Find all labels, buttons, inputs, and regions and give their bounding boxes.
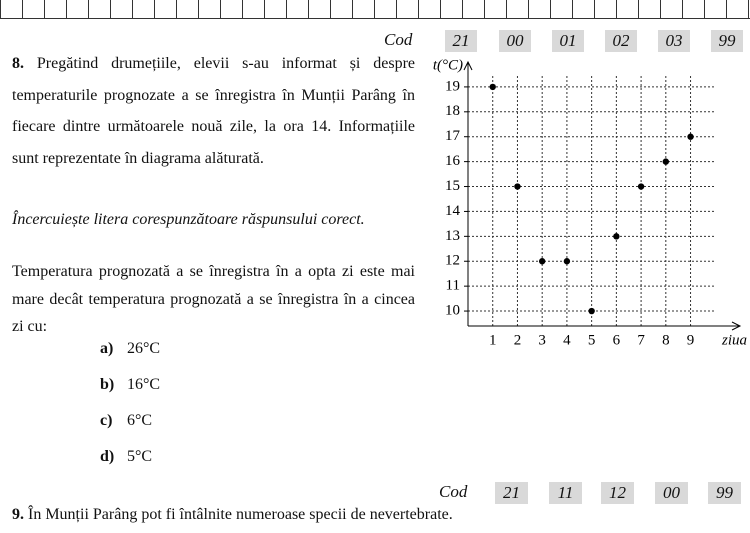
option-text: 6°C bbox=[127, 412, 153, 429]
code-box: 00 bbox=[499, 30, 531, 52]
code-box: 03 bbox=[658, 30, 690, 52]
y-tick-label: 14 bbox=[445, 203, 461, 219]
data-point bbox=[588, 307, 595, 315]
code-box: 99 bbox=[708, 482, 741, 504]
text: Pregătind drumețiile, elevii s-au inform… bbox=[12, 55, 416, 167]
code-label: Cod bbox=[384, 30, 413, 49]
data-point bbox=[563, 258, 571, 265]
answer-strip bbox=[0, 0, 750, 19]
code-box: 11 bbox=[549, 482, 582, 504]
y-tick-label: 17 bbox=[445, 128, 461, 144]
code-box: 99 bbox=[711, 30, 743, 52]
x-tick-label: 2 bbox=[514, 332, 522, 348]
data-point bbox=[687, 133, 694, 140]
x-tick-label: 8 bbox=[662, 332, 670, 348]
x-tick-label: 6 bbox=[613, 332, 621, 348]
data-point bbox=[514, 183, 521, 190]
option: d) 5°C bbox=[100, 448, 152, 466]
code-box: 01 bbox=[552, 30, 584, 52]
option-letter: d) bbox=[100, 448, 115, 465]
data-point bbox=[538, 258, 546, 265]
code-box: 12 bbox=[601, 482, 634, 504]
option-letter: b) bbox=[100, 376, 115, 393]
code-label: Cod bbox=[439, 482, 468, 501]
data-point bbox=[489, 83, 496, 91]
y-tick-label: 10 bbox=[445, 302, 460, 318]
y-arrow bbox=[463, 60, 473, 71]
question-8-text: 8. Pregătind drumețiile, elevii s-au inf… bbox=[12, 48, 415, 174]
y-tick-label: 12 bbox=[445, 253, 460, 269]
option: c) 6°C bbox=[100, 412, 152, 430]
y-tick-label: 15 bbox=[445, 178, 460, 194]
instruction: Încercuiește litera corespunzătoare răsp… bbox=[12, 211, 365, 228]
code-box: 02 bbox=[605, 30, 637, 52]
code-box: 21 bbox=[445, 30, 477, 52]
x-axis-label: ziua bbox=[721, 332, 747, 348]
y-tick-label: 16 bbox=[445, 153, 461, 169]
x-tick-label: 1 bbox=[489, 332, 497, 348]
option-text: 5°C bbox=[127, 448, 153, 465]
option: a) 26°C bbox=[100, 340, 160, 358]
data-point bbox=[637, 183, 645, 190]
question: Temperatura prognozată a se înregistra î… bbox=[12, 263, 415, 335]
code-box: 21 bbox=[495, 482, 528, 504]
code-box: 00 bbox=[655, 482, 688, 504]
y-axis-label: t(°C) bbox=[433, 57, 463, 73]
y-tick-label: 18 bbox=[445, 103, 460, 119]
y-tick-label: 13 bbox=[445, 228, 460, 244]
question-9-text: 9. În Munții Parâng pot fi întâlnite num… bbox=[12, 504, 712, 526]
option: b) 16°C bbox=[100, 376, 160, 394]
x-tick-label: 7 bbox=[637, 332, 645, 348]
data-point bbox=[613, 233, 620, 240]
option-letter: c) bbox=[100, 412, 113, 429]
x-tick-label: 5 bbox=[588, 332, 596, 348]
x-arrow bbox=[731, 321, 742, 331]
x-tick-label: 4 bbox=[563, 332, 571, 348]
x-tick-label: 3 bbox=[538, 332, 546, 348]
option-text: 16°C bbox=[127, 376, 161, 393]
option-text: 26°C bbox=[127, 340, 161, 357]
option-letter: a) bbox=[100, 340, 114, 357]
y-tick-label: 19 bbox=[445, 78, 460, 94]
x-tick-label: 9 bbox=[687, 332, 695, 348]
data-point bbox=[662, 158, 670, 165]
y-tick-label: 11 bbox=[446, 278, 460, 294]
question-number: 9. bbox=[12, 506, 24, 523]
question-number: 8. bbox=[12, 55, 24, 72]
text: În Munții Parâng pot fi întâlnite numero… bbox=[28, 506, 453, 523]
